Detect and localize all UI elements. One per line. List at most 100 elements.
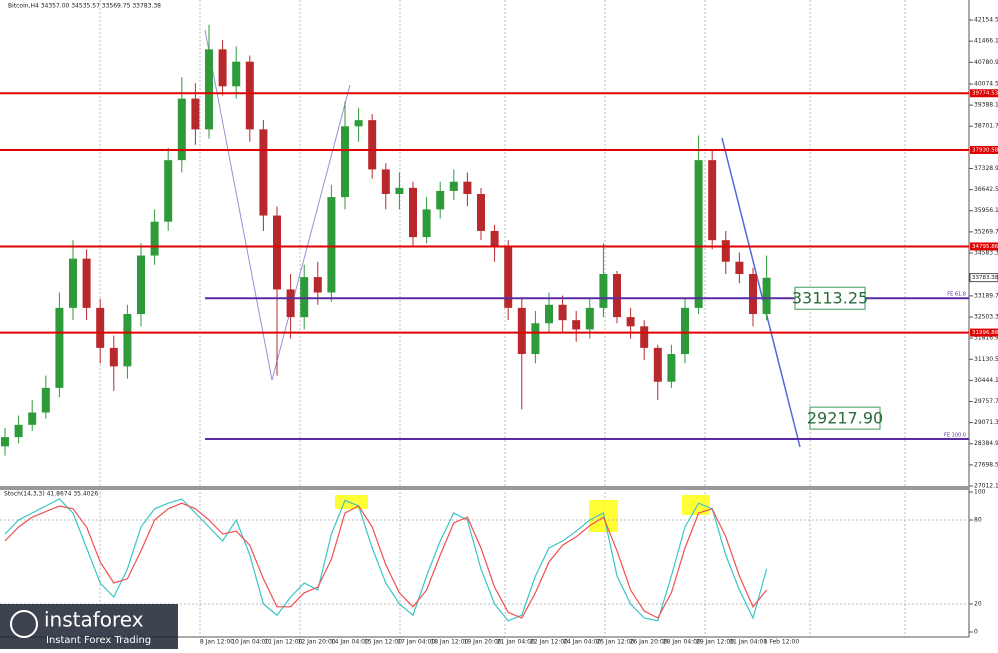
zigzag-line xyxy=(204,29,351,381)
logo-icon xyxy=(10,610,38,638)
y-tick-label: 31816.90 xyxy=(974,335,998,342)
candle-body xyxy=(82,258,91,308)
x-tick-label: 1 Feb 12:00 xyxy=(764,639,800,646)
x-tick-label: 21 Jan 04:00 xyxy=(497,639,535,646)
candle-body xyxy=(667,354,676,382)
y-tick-label: 40780.90 xyxy=(974,59,998,66)
highlight xyxy=(682,495,710,515)
level-label: 39774.53 xyxy=(972,91,998,97)
candle-body xyxy=(735,261,744,275)
candle-body xyxy=(259,129,268,216)
x-tick-label: 22 Jan 12:00 xyxy=(530,639,568,646)
candle-body xyxy=(436,190,445,210)
candle-body xyxy=(69,258,77,308)
candle-body xyxy=(150,221,159,256)
annotation-label: 33113.25 xyxy=(792,289,868,308)
y-tick-label: 40074.50 xyxy=(974,81,998,88)
x-tick-label: 8 Jan 12:00 xyxy=(200,639,234,646)
candle-body xyxy=(653,347,662,382)
y-tick-label: 38701.70 xyxy=(974,123,998,130)
candle-body xyxy=(368,120,377,170)
y-tick-label: 80 xyxy=(974,517,982,524)
tagline: Instant Forex Trading xyxy=(46,635,151,646)
candle-body xyxy=(14,424,23,438)
symbol-label: Bitcoin,H4 34357.00 34535.57 33569.75 33… xyxy=(8,3,161,10)
fib-label: FE 100.0 xyxy=(944,432,966,438)
candle-body xyxy=(1,437,9,447)
x-tick-label: 28 Jan 04:00 xyxy=(663,639,701,646)
candle-body xyxy=(449,181,458,191)
level-tag xyxy=(970,328,998,337)
candle-body xyxy=(762,277,771,315)
annotation-box xyxy=(794,286,866,310)
y-tick-label: 29071.30 xyxy=(974,419,998,426)
candle-body xyxy=(422,209,431,238)
y-tick-label: 42154.50 xyxy=(974,16,998,23)
y-tick-label: 27012.10 xyxy=(974,482,998,489)
candle-body xyxy=(599,274,608,308)
y-tick-label: 100 xyxy=(974,489,986,496)
stochastic-line xyxy=(4,498,768,622)
candle-body xyxy=(109,347,118,367)
candle-body xyxy=(531,323,540,355)
fib-label: FE 61.8 xyxy=(947,292,966,298)
candle-body xyxy=(681,307,689,355)
indicator-label: Stoch(14,3,3) 41.8674 35.4026 xyxy=(4,491,98,498)
y-tick-label: 20 xyxy=(974,601,982,608)
candle-body xyxy=(177,98,186,161)
candle-body xyxy=(504,246,513,308)
candle-body xyxy=(395,187,404,195)
candle-body xyxy=(55,307,64,388)
candle-body xyxy=(313,277,322,293)
y-tick-label: 35956.10 xyxy=(974,207,998,214)
candle-body xyxy=(300,277,309,318)
candle-body xyxy=(721,240,730,262)
level-tag xyxy=(970,89,998,98)
y-tick-label: 37328.90 xyxy=(974,165,998,172)
candle-body xyxy=(545,304,553,324)
y-tick-label: 31130.50 xyxy=(974,356,998,363)
candle-body xyxy=(749,274,757,315)
level-label: 31996.88 xyxy=(972,330,998,336)
candle-body xyxy=(572,320,581,330)
y-tick-label: 29757.70 xyxy=(974,398,998,405)
y-tick-label: 33189.70 xyxy=(974,292,998,299)
stochastic-line xyxy=(4,502,768,619)
x-tick-label: 26 Jan 20:00 xyxy=(630,639,668,646)
candle-body xyxy=(708,160,717,241)
level-tag xyxy=(970,145,998,154)
candle-body xyxy=(205,49,213,130)
y-tick-label: 28384.90 xyxy=(974,440,998,447)
level-label: 34795.86 xyxy=(972,244,998,250)
x-tick-label: 10 Jan 04:00 xyxy=(231,639,269,646)
y-tick-label: 32503.30 xyxy=(974,314,998,321)
candle-body xyxy=(273,215,281,290)
candle-body xyxy=(41,387,50,413)
y-tick-label: 30444.10 xyxy=(974,377,998,384)
y-tick-label: 39388.10 xyxy=(974,102,998,109)
candle-body xyxy=(613,274,621,318)
x-tick-label: 19 Jan 20:00 xyxy=(464,639,502,646)
level-label: 37930.58 xyxy=(972,147,998,153)
candle-body xyxy=(96,307,105,348)
level-tag xyxy=(970,242,998,251)
candle-body xyxy=(232,61,241,87)
candle-body xyxy=(626,317,635,327)
candle-body xyxy=(286,289,295,318)
y-tick-label: 27698.50 xyxy=(974,461,998,468)
x-tick-label: 29 Jan 12:00 xyxy=(696,639,734,646)
candle-body xyxy=(191,98,200,130)
highlight xyxy=(335,495,368,509)
candle-body xyxy=(327,197,336,293)
x-tick-label: 12 Jan 20:00 xyxy=(298,639,336,646)
x-tick-label: 18 Jan 12:00 xyxy=(430,639,468,646)
candle-body xyxy=(245,61,254,130)
candle-body xyxy=(28,412,37,425)
candle-body xyxy=(640,326,649,348)
brand: instaforex xyxy=(44,608,144,632)
candle-body xyxy=(137,255,145,315)
candle-body xyxy=(341,126,349,198)
candle-body xyxy=(381,169,390,195)
candle-body xyxy=(517,307,526,355)
